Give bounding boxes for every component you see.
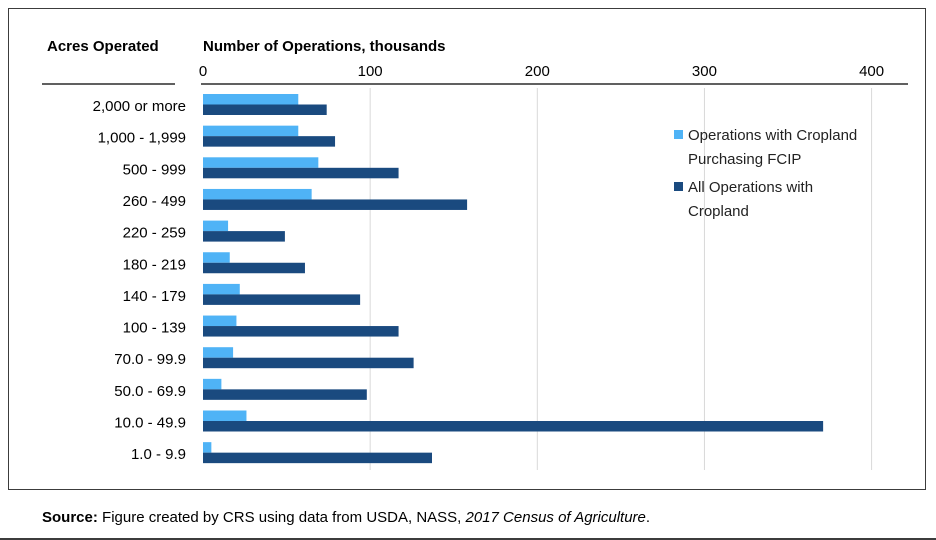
legend-label: Operations with Cropland xyxy=(688,127,857,144)
bar-fcip xyxy=(203,94,299,105)
bar-all-ops xyxy=(203,326,399,337)
category-label: 100 - 139 xyxy=(123,320,186,337)
x-tick-label: 100 xyxy=(358,63,383,80)
x-tick-label: 300 xyxy=(692,63,717,80)
bar-fcip xyxy=(203,442,212,453)
category-label: 1.0 - 9.9 xyxy=(131,446,186,463)
x-tick-label: 400 xyxy=(859,63,884,80)
bar-fcip xyxy=(203,188,312,200)
category-label: 500 - 999 xyxy=(123,161,186,178)
source-note: Source: Figure created by CRS using data… xyxy=(42,509,650,526)
category-label: 2,000 or more xyxy=(93,98,186,115)
bar-all-ops xyxy=(203,136,336,147)
legend-swatch xyxy=(674,182,683,191)
legend-label: Cropland xyxy=(688,203,749,220)
bar-fcip xyxy=(203,125,299,137)
bar-fcip xyxy=(203,252,230,263)
bottom-rule xyxy=(0,538,936,540)
category-label: 50.0 - 69.9 xyxy=(114,383,186,400)
bar-fcip xyxy=(203,378,222,390)
source-end: . xyxy=(645,509,651,526)
bar-all-ops xyxy=(203,357,414,369)
category-label: 70.0 - 99.9 xyxy=(114,351,186,368)
category-label: 180 - 219 xyxy=(123,256,186,273)
bar-all-ops xyxy=(203,421,824,432)
source-label: Source: xyxy=(42,509,98,526)
category-label: 260 - 499 xyxy=(123,193,186,210)
bar-all-ops xyxy=(203,294,361,305)
bar-fcip xyxy=(203,347,234,358)
bar-all-ops xyxy=(203,231,285,242)
category-label: 10.0 - 49.9 xyxy=(114,415,186,432)
bar-all-ops xyxy=(203,389,367,400)
y-axis-title: Acres Operated xyxy=(47,38,159,55)
bar-all-ops xyxy=(203,262,305,274)
category-label: 1,000 - 1,999 xyxy=(98,130,186,147)
legend-swatch xyxy=(674,130,683,139)
legend-label: All Operations with xyxy=(688,179,813,196)
source-text: Figure created by CRS using data from US… xyxy=(97,509,466,526)
bar-all-ops xyxy=(203,199,468,210)
bar-fcip xyxy=(203,283,240,295)
category-label: 140 - 179 xyxy=(123,288,186,305)
x-tick-label: 200 xyxy=(525,63,550,80)
chart-frame xyxy=(8,8,926,490)
bar-fcip xyxy=(203,315,237,327)
bar-all-ops xyxy=(203,104,327,115)
x-tick-label: 0 xyxy=(199,63,207,80)
x-axis-title: Number of Operations, thousands xyxy=(203,38,446,55)
bar-fcip xyxy=(203,410,247,421)
bar-fcip xyxy=(203,157,319,168)
source-title: 2017 Census of Agriculture xyxy=(465,509,646,526)
category-label: 220 - 259 xyxy=(123,225,186,242)
bar-all-ops xyxy=(203,167,399,179)
bar-chart: 0 100 200 300 400 2,000 or more 1,000 - 1,999 5… xyxy=(42,63,908,470)
bar-fcip xyxy=(203,220,229,232)
bar-all-ops xyxy=(203,452,432,464)
legend-label: Purchasing FCIP xyxy=(688,151,801,168)
